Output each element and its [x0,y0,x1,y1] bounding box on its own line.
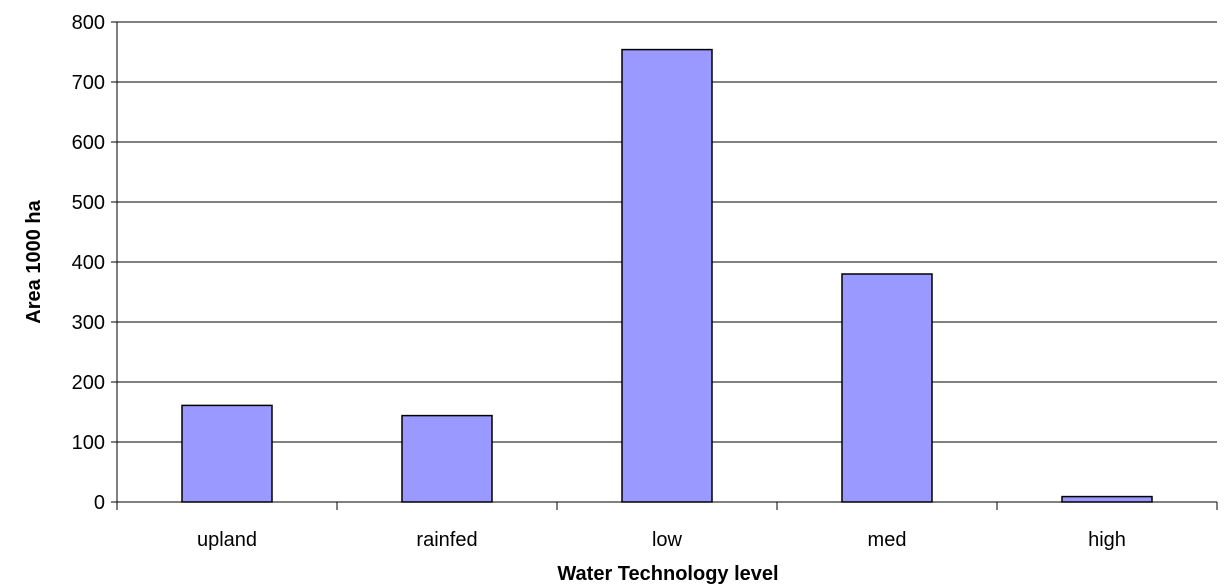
y-tick-label: 100 [72,432,105,454]
y-tick-label: 600 [72,132,105,154]
axes [111,21,1218,510]
bar-med [841,273,933,503]
y-tick-label: 0 [94,492,105,514]
bar-low [621,48,713,503]
y-tick-label: 500 [72,192,105,214]
y-axis-title: Area 1000 ha [23,199,45,323]
y-tick-label: 300 [72,312,105,334]
y-tick-labels: 0 100 200 300 400 500 600 700 800 [72,12,105,514]
bars [181,48,1153,503]
y-tick-label: 400 [72,252,105,274]
bar-high [1061,495,1153,503]
y-tick-label: 800 [72,12,105,34]
x-tick-label-rainfed: rainfed [416,529,477,551]
bar-rainfed [401,414,493,503]
bar-upland [181,404,273,503]
x-tick-label-med: med [868,529,907,551]
x-axis-title: Water Technology level [557,563,778,585]
x-tick-label-upland: upland [197,529,257,551]
x-tick-labels: upland rainfed low med high [197,529,1126,551]
x-tick-label-low: low [652,529,683,551]
y-tick-label: 700 [72,72,105,94]
y-tick-label: 200 [72,372,105,394]
x-tick-label-high: high [1088,529,1126,551]
